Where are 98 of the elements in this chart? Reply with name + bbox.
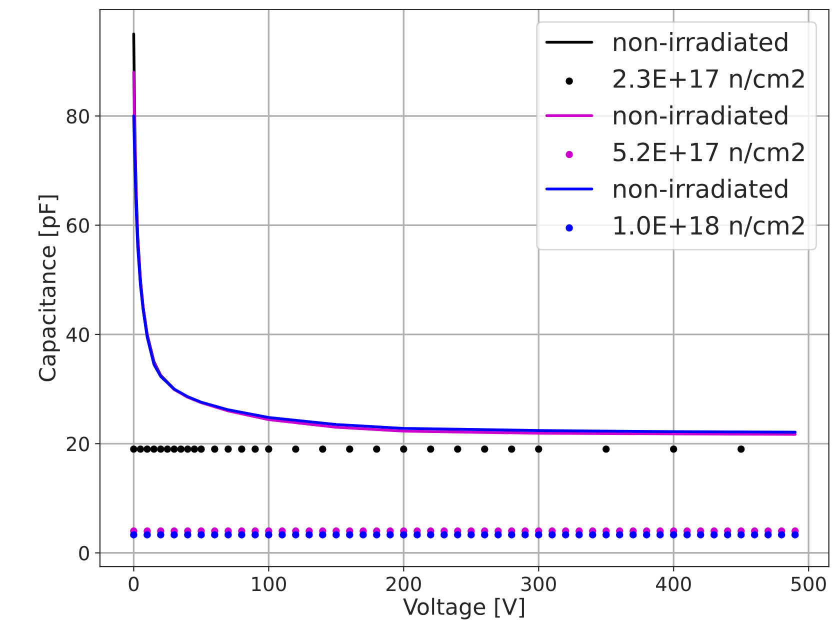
point [737, 445, 745, 453]
point [332, 531, 340, 538]
y-tick-label: 40 [66, 327, 89, 342]
y-tick-label: 0 [79, 546, 89, 561]
point [373, 445, 380, 453]
y-tick-label: 80 [66, 108, 89, 124]
point [440, 531, 448, 538]
point [292, 531, 300, 538]
point [170, 445, 178, 453]
point [373, 531, 380, 538]
point [150, 445, 158, 453]
point [670, 531, 678, 538]
point [190, 445, 198, 453]
x-tick-label: 500 [792, 576, 826, 592]
point [319, 445, 326, 453]
point [238, 445, 246, 453]
point [629, 531, 637, 538]
point [575, 531, 583, 538]
legend-label: non-irradiated [614, 178, 788, 198]
point [170, 531, 178, 538]
x-tick-label: 200 [386, 576, 421, 592]
legend-label: non-irradiated [614, 105, 788, 125]
point [508, 531, 516, 538]
point [427, 445, 434, 453]
point [508, 445, 516, 453]
point [602, 445, 610, 453]
point [683, 531, 691, 538]
point [481, 445, 488, 453]
point [386, 531, 394, 538]
point [144, 531, 151, 538]
point [319, 531, 326, 538]
point [494, 531, 502, 538]
legend-label: 1.0E+18 n/cm2 [614, 216, 804, 237]
point [346, 531, 354, 538]
point [468, 531, 475, 538]
legend-label: 5.2E+17 n/cm2 [614, 142, 804, 164]
x-tick-label: 100 [252, 576, 286, 592]
point [278, 531, 286, 538]
point [548, 531, 556, 538]
point [724, 531, 732, 538]
x-tick-label: 0 [128, 576, 139, 592]
point [184, 531, 192, 538]
legend-label: non-irradiated [614, 32, 788, 52]
point [588, 531, 596, 538]
point [750, 531, 758, 538]
point [670, 445, 678, 453]
legend-label: 2.3E+17 n/cm2 [614, 69, 804, 90]
point [696, 531, 704, 538]
point [481, 531, 488, 538]
point [737, 531, 745, 538]
point [427, 531, 434, 538]
point [164, 445, 172, 453]
point [198, 445, 205, 453]
point [252, 531, 259, 538]
y-tick-label: 60 [66, 218, 89, 233]
point [454, 445, 462, 453]
point [521, 531, 529, 538]
point [177, 445, 185, 453]
x-tick-label: 400 [656, 576, 691, 592]
point [656, 531, 664, 538]
point [224, 445, 232, 453]
point [534, 531, 542, 538]
point [157, 445, 164, 453]
point [198, 531, 205, 538]
point [400, 445, 408, 453]
point [211, 531, 218, 538]
point [710, 531, 718, 538]
point [562, 531, 570, 538]
point [306, 531, 313, 538]
point [157, 531, 164, 538]
point [224, 531, 232, 538]
point [238, 531, 246, 538]
point [144, 445, 151, 453]
y-axis-title: Capacitance [pF] [38, 196, 60, 382]
point [130, 531, 138, 538]
point [292, 445, 300, 453]
point [414, 531, 421, 538]
point [211, 445, 218, 453]
point [534, 445, 542, 453]
point [616, 531, 624, 538]
point [184, 445, 192, 453]
x-axis-title: Voltage [V] [403, 598, 524, 620]
point [360, 531, 367, 538]
point [778, 531, 786, 538]
point [252, 445, 259, 453]
point [130, 445, 138, 453]
point [346, 445, 354, 453]
point [265, 531, 272, 538]
point [602, 531, 610, 538]
x-tick-label: 300 [522, 576, 556, 592]
point [791, 531, 799, 538]
point [136, 445, 144, 453]
y-tick-label: 20 [66, 436, 89, 452]
point [764, 531, 772, 538]
point [400, 531, 408, 538]
point [642, 531, 650, 538]
point [265, 445, 272, 453]
point [454, 531, 462, 538]
